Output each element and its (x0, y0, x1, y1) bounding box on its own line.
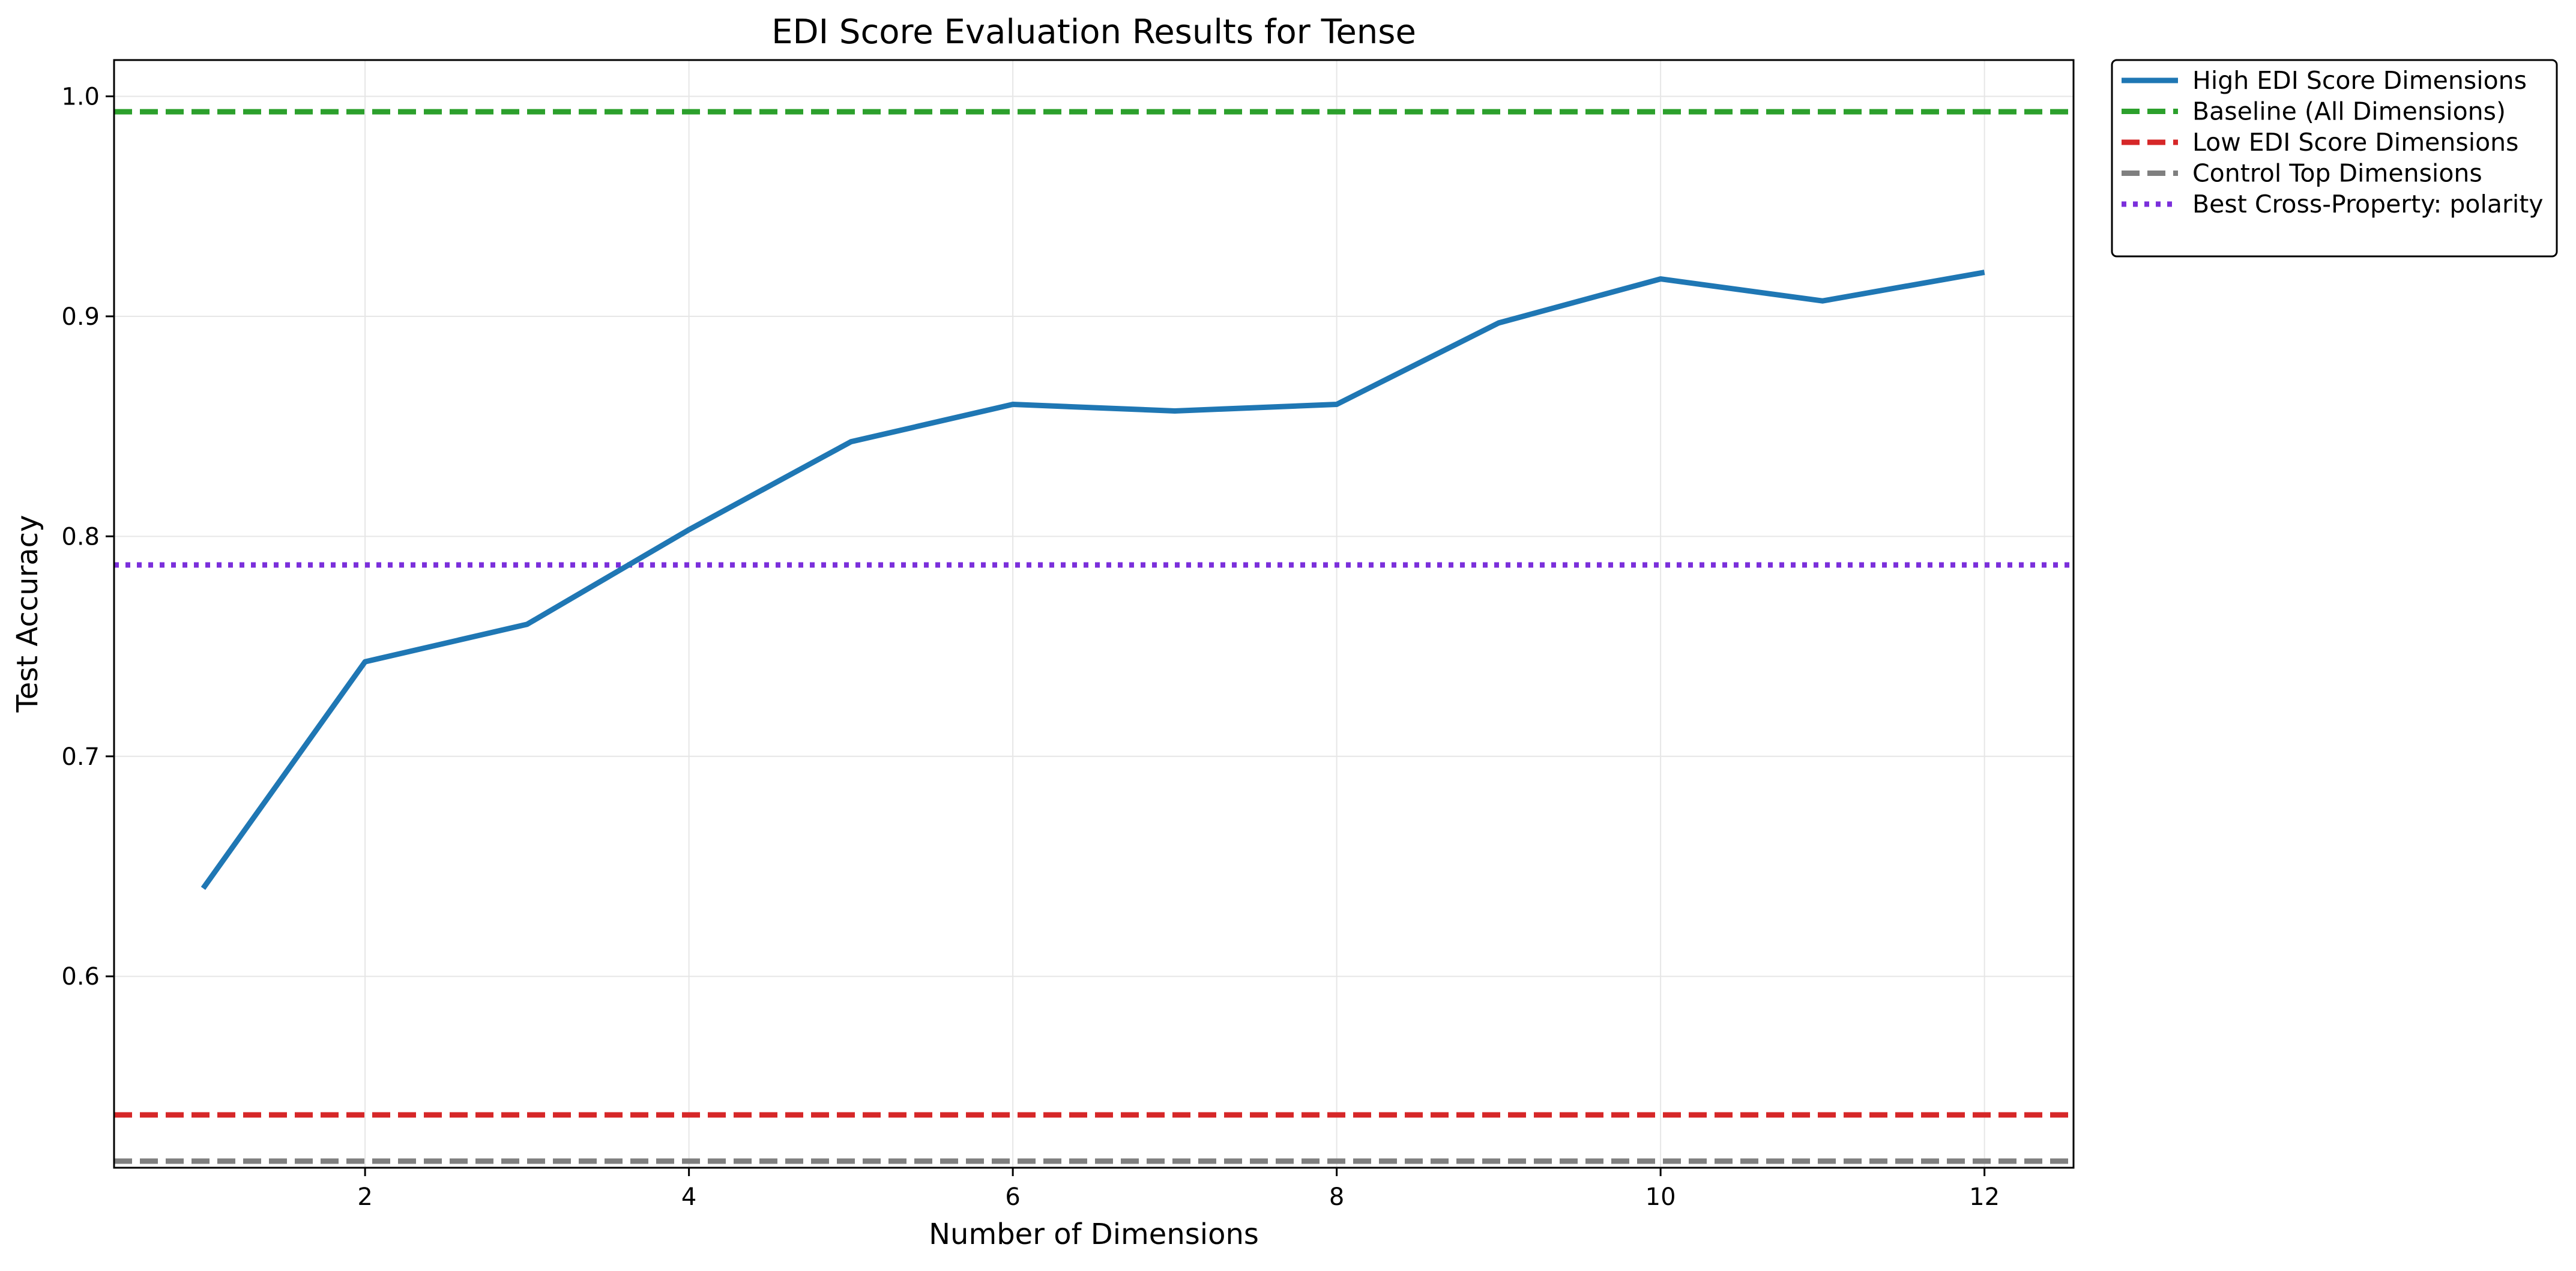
chart-title: EDI Score Evaluation Results for Tense (771, 13, 1416, 52)
data-point (202, 888, 204, 889)
x-axis-ticks: 2 4 6 8 10 12 (357, 1168, 2000, 1211)
legend-label: Best Cross-Property: polarity (2192, 190, 2544, 219)
data-point (364, 661, 366, 662)
y-tick-label: 0.6 (61, 963, 100, 991)
data-point (1174, 410, 1175, 411)
data-point (1498, 322, 1499, 324)
data-point (1822, 300, 1823, 301)
x-tick-label: 8 (1329, 1183, 1344, 1211)
x-tick-label: 6 (1005, 1183, 1020, 1211)
y-axis-ticks: 0.6 0.7 0.8 0.9 1.0 (61, 83, 114, 991)
x-tick-label: 10 (1645, 1183, 1676, 1211)
data-point (850, 441, 851, 442)
grid (114, 60, 2074, 1168)
data-point (1012, 403, 1013, 405)
legend-box (2111, 59, 2558, 258)
legend-label: Baseline (All Dimensions) (2192, 97, 2506, 126)
x-tick-label: 12 (1969, 1183, 2000, 1211)
x-axis-label: Number of Dimensions (929, 1218, 1259, 1251)
series-line-0 (201, 270, 1985, 890)
data-point (689, 529, 690, 530)
legend-label: Low EDI Score Dimensions (2192, 128, 2519, 157)
legend-label: High EDI Score Dimensions (2192, 66, 2527, 95)
y-tick-label: 1.0 (61, 83, 100, 110)
data-point (1660, 279, 1661, 280)
legend-label: Control Top Dimensions (2192, 159, 2482, 188)
y-tick-label: 0.9 (61, 303, 100, 331)
plot-frame (113, 59, 2075, 1169)
data-point (1336, 403, 1338, 405)
data-point (526, 624, 528, 625)
y-tick-label: 0.8 (61, 523, 100, 551)
x-tick-label: 4 (681, 1183, 696, 1211)
y-axis-label: Test Accuracy (11, 515, 44, 713)
series-layer (114, 109, 2074, 1164)
data-point (1984, 272, 1985, 273)
y-tick-label: 0.7 (61, 743, 100, 771)
x-tick-label: 2 (357, 1183, 372, 1211)
